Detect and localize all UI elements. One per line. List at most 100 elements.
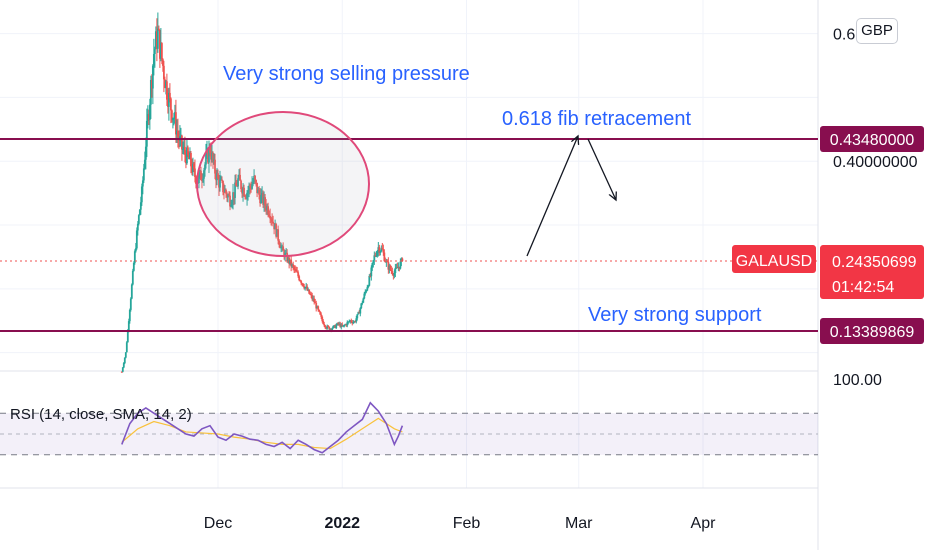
candle-body [268,214,271,216]
candle-body [125,342,128,353]
candle-body [326,325,329,329]
candle-body [160,43,163,60]
candle-body [303,286,306,289]
candle-body [305,286,308,288]
candle-body [180,135,182,137]
candle-body [271,218,274,222]
candle-body [358,312,361,314]
candle-body [363,293,366,299]
candle-body [281,246,284,248]
candle-body [247,190,249,193]
candle-body [376,251,379,256]
candle-body [201,180,203,182]
candle-body [249,185,251,188]
candle-body [211,152,213,160]
candle-body [121,367,124,372]
rsi-legend[interactable]: RSI (14, close, SMA, 14, 2) [10,406,192,423]
candle-body [336,323,339,326]
selling-pressure-ellipse[interactable] [196,111,370,257]
candle-body [256,182,258,194]
candle-body [308,289,311,294]
candle-body [182,148,184,150]
symbol-tag[interactable]: GALAUSD [732,245,816,274]
candle-body [345,324,348,326]
candle-body [252,181,254,185]
candle-body [134,248,137,252]
price-axis[interactable]: 0.6 0.40000000 100.00 [833,27,918,389]
candle-body [161,59,164,66]
candle-body [367,285,370,288]
candle-body [132,262,135,271]
symbol-text: GALAUSD [736,253,812,270]
candle-body [311,295,314,300]
candle-body [370,267,373,277]
candle-body [312,298,315,300]
candle-body [188,154,190,160]
candle-body [200,170,202,181]
candle-body [137,215,140,224]
candle-body [298,276,301,281]
candle-body [189,152,191,160]
candle-body [130,284,133,299]
candle-body [400,258,403,262]
x-tick-label: Mar [565,515,593,532]
symbol-tag-bg [732,245,816,274]
candle-body [270,218,273,220]
candle-body [344,324,347,326]
candle-body [215,173,217,181]
candle-body [395,267,398,269]
candle-body [258,189,260,195]
candle-body [313,298,316,303]
candle-body [374,255,377,257]
candle-body [322,320,325,325]
candle-body [261,193,263,196]
candle-body [233,192,235,198]
candle-body [173,117,175,119]
candle-body [138,209,141,216]
candle-body [136,223,139,231]
candle-body [354,321,357,323]
candle-body [359,308,362,314]
candle-body [183,146,185,149]
candle-body [243,187,245,197]
candle-body [390,269,393,272]
candle-body [174,112,176,118]
candle-body [368,275,371,286]
candle-body [198,174,200,184]
projection-arrow-down[interactable] [587,138,616,200]
candle-body [195,176,197,184]
candle-body [204,164,206,171]
level-price-tag-text: 0.13389869 [830,324,915,341]
candle-body [385,261,388,263]
candle-body [324,325,327,328]
candle-body [307,289,310,291]
candle-body [301,283,304,285]
candle-body [237,178,239,187]
last-price-tag-bg [820,245,924,300]
candle-body [193,163,195,169]
time-axis[interactable]: Dec 2022 Feb Mar Apr [204,515,716,532]
candle-body [159,43,162,59]
annotation-selling-pressure[interactable]: Very strong selling pressure [223,63,470,85]
level-price-tag: 0.43480000 [820,126,924,152]
candle-body [371,263,374,268]
candle-body [267,206,270,215]
candle-body [253,175,255,182]
candle-body [347,321,350,323]
x-tick-label: Dec [204,515,232,532]
annotation-strong-support[interactable]: Very strong support [588,304,762,326]
candle-body [147,114,150,121]
candle-body [232,192,234,203]
level-price-tag-text: 0.43480000 [830,132,915,149]
candle-body [266,206,269,211]
currency-button[interactable]: GBP [856,18,898,44]
candle-body [251,184,253,189]
candle-body [350,320,353,322]
projection-arrow-up[interactable] [526,136,578,257]
annotation-fib-retracement[interactable]: 0.618 fib retracement [502,108,691,130]
candle-body [222,180,224,193]
candle-body [299,280,302,282]
candle-body [317,306,320,310]
candle-body [356,314,359,319]
